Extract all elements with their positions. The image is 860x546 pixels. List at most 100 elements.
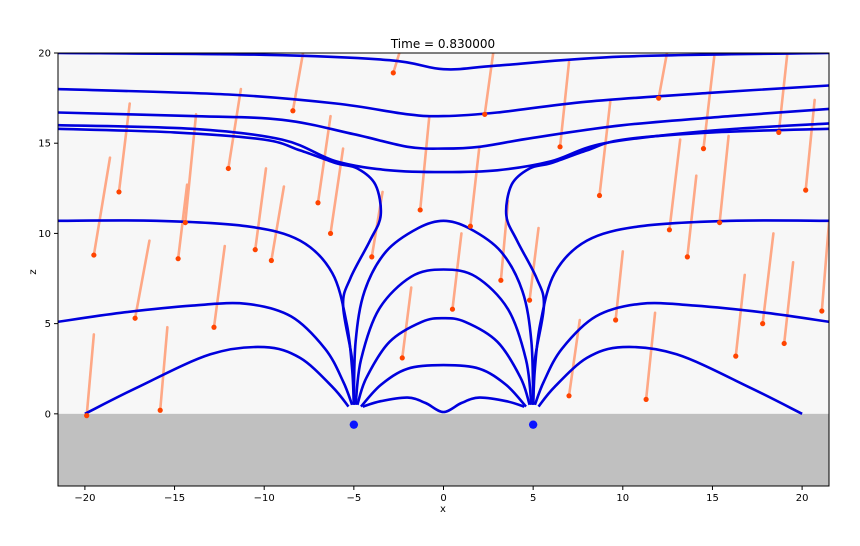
- particle-trail: [133, 239, 151, 320]
- particle-trail: [777, 53, 789, 134]
- particle-point: [91, 252, 97, 258]
- particle-point: [390, 70, 396, 76]
- particle-point: [656, 95, 662, 101]
- particle-trail: [718, 134, 730, 224]
- field-line: [354, 268, 533, 405]
- particle-point: [717, 219, 723, 226]
- particle-trail: [253, 167, 268, 251]
- y-tick-label: 20: [38, 49, 51, 60]
- x-tick-label: −10: [254, 493, 275, 504]
- field-line: [58, 53, 829, 71]
- y-tick-label: 10: [38, 229, 51, 240]
- x-tick-label: 15: [706, 493, 719, 504]
- particle-point: [211, 324, 217, 330]
- particle-point: [417, 207, 423, 213]
- particle-trail: [668, 138, 682, 232]
- x-tick-label: −5: [346, 493, 361, 504]
- particle-point: [557, 144, 563, 150]
- particle-trail: [117, 102, 132, 194]
- particle-point: [803, 187, 809, 193]
- field-line: [58, 127, 383, 404]
- particle-trail: [804, 98, 816, 192]
- particle-trail: [686, 174, 698, 259]
- y-axis-label: z: [28, 269, 39, 274]
- x-tick-label: −20: [74, 493, 95, 504]
- particle-point: [157, 407, 163, 413]
- particle-trail: [270, 185, 286, 262]
- particle-trail: [734, 273, 747, 358]
- particle-point: [666, 227, 673, 233]
- field-line: [360, 363, 527, 408]
- particle-trail: [483, 53, 495, 116]
- field-line: [58, 84, 829, 118]
- source-point: [349, 420, 359, 429]
- particle-point: [526, 297, 533, 303]
- particle-point: [819, 308, 825, 314]
- x-tick-label: 5: [530, 493, 536, 504]
- particle-trail: [418, 116, 431, 212]
- particle-point: [268, 257, 274, 264]
- particle-trail: [400, 286, 413, 360]
- particle-point: [700, 146, 707, 152]
- particle-point: [116, 189, 122, 195]
- particle-point: [776, 129, 782, 135]
- source-point: [528, 420, 538, 429]
- particle-trail: [469, 145, 481, 228]
- particle-point: [467, 223, 473, 229]
- chart-title: Time = 0.830000: [390, 37, 495, 51]
- y-tick-label: 15: [38, 139, 51, 150]
- particle-point: [733, 353, 739, 359]
- x-tick-label: 0: [440, 493, 446, 504]
- x-tick-label: 10: [616, 493, 629, 504]
- x-axis-label: x: [440, 504, 446, 515]
- particle-trail: [598, 100, 612, 197]
- ground-region: [58, 413, 829, 486]
- particle-trail: [85, 333, 96, 417]
- field-line: [58, 107, 829, 150]
- particle-point: [315, 200, 321, 206]
- field-line: [352, 219, 535, 405]
- field-line: [504, 127, 829, 404]
- particle-point: [225, 165, 231, 172]
- field-line: [84, 345, 350, 415]
- particle-trail: [212, 244, 227, 329]
- field-line: [537, 345, 803, 415]
- field-line: [356, 316, 531, 406]
- particle-point: [84, 413, 90, 419]
- x-tick-label: −15: [164, 493, 185, 504]
- field-line: [58, 301, 354, 406]
- y-tick-label: 0: [45, 409, 51, 420]
- particle-trail: [644, 311, 657, 401]
- particle-trail: [92, 156, 112, 257]
- particle-point: [643, 396, 649, 402]
- particle-point: [684, 254, 690, 260]
- particle-point: [498, 277, 504, 283]
- particle-point: [327, 230, 334, 237]
- particle-point: [399, 355, 405, 361]
- particle-trail: [761, 232, 775, 325]
- particle-point: [596, 192, 603, 199]
- particle-point: [482, 111, 488, 117]
- plot-area: −20 −15 −10 −5 0 5 10 15 20 0 5 10 15 20: [38, 49, 830, 504]
- particle-trail: [528, 226, 540, 302]
- x-tick-label: 20: [796, 493, 809, 504]
- particle-point: [252, 247, 258, 253]
- particle-point: [182, 219, 188, 226]
- particle-point: [290, 108, 296, 114]
- field-line: [533, 301, 829, 406]
- particle-trail: [567, 318, 582, 398]
- particle-trail: [820, 221, 829, 313]
- y-tick-label: 5: [45, 319, 51, 330]
- particle-point: [566, 393, 572, 399]
- particle-trail: [227, 87, 243, 170]
- particle-trail: [782, 260, 795, 345]
- particle-point: [369, 254, 375, 260]
- particle-point: [449, 306, 456, 312]
- particle-point: [781, 340, 787, 347]
- particle-point: [132, 315, 138, 321]
- particle-point: [175, 256, 181, 262]
- particle-point: [760, 321, 766, 327]
- particle-trail: [657, 53, 669, 100]
- particle-point: [613, 317, 619, 323]
